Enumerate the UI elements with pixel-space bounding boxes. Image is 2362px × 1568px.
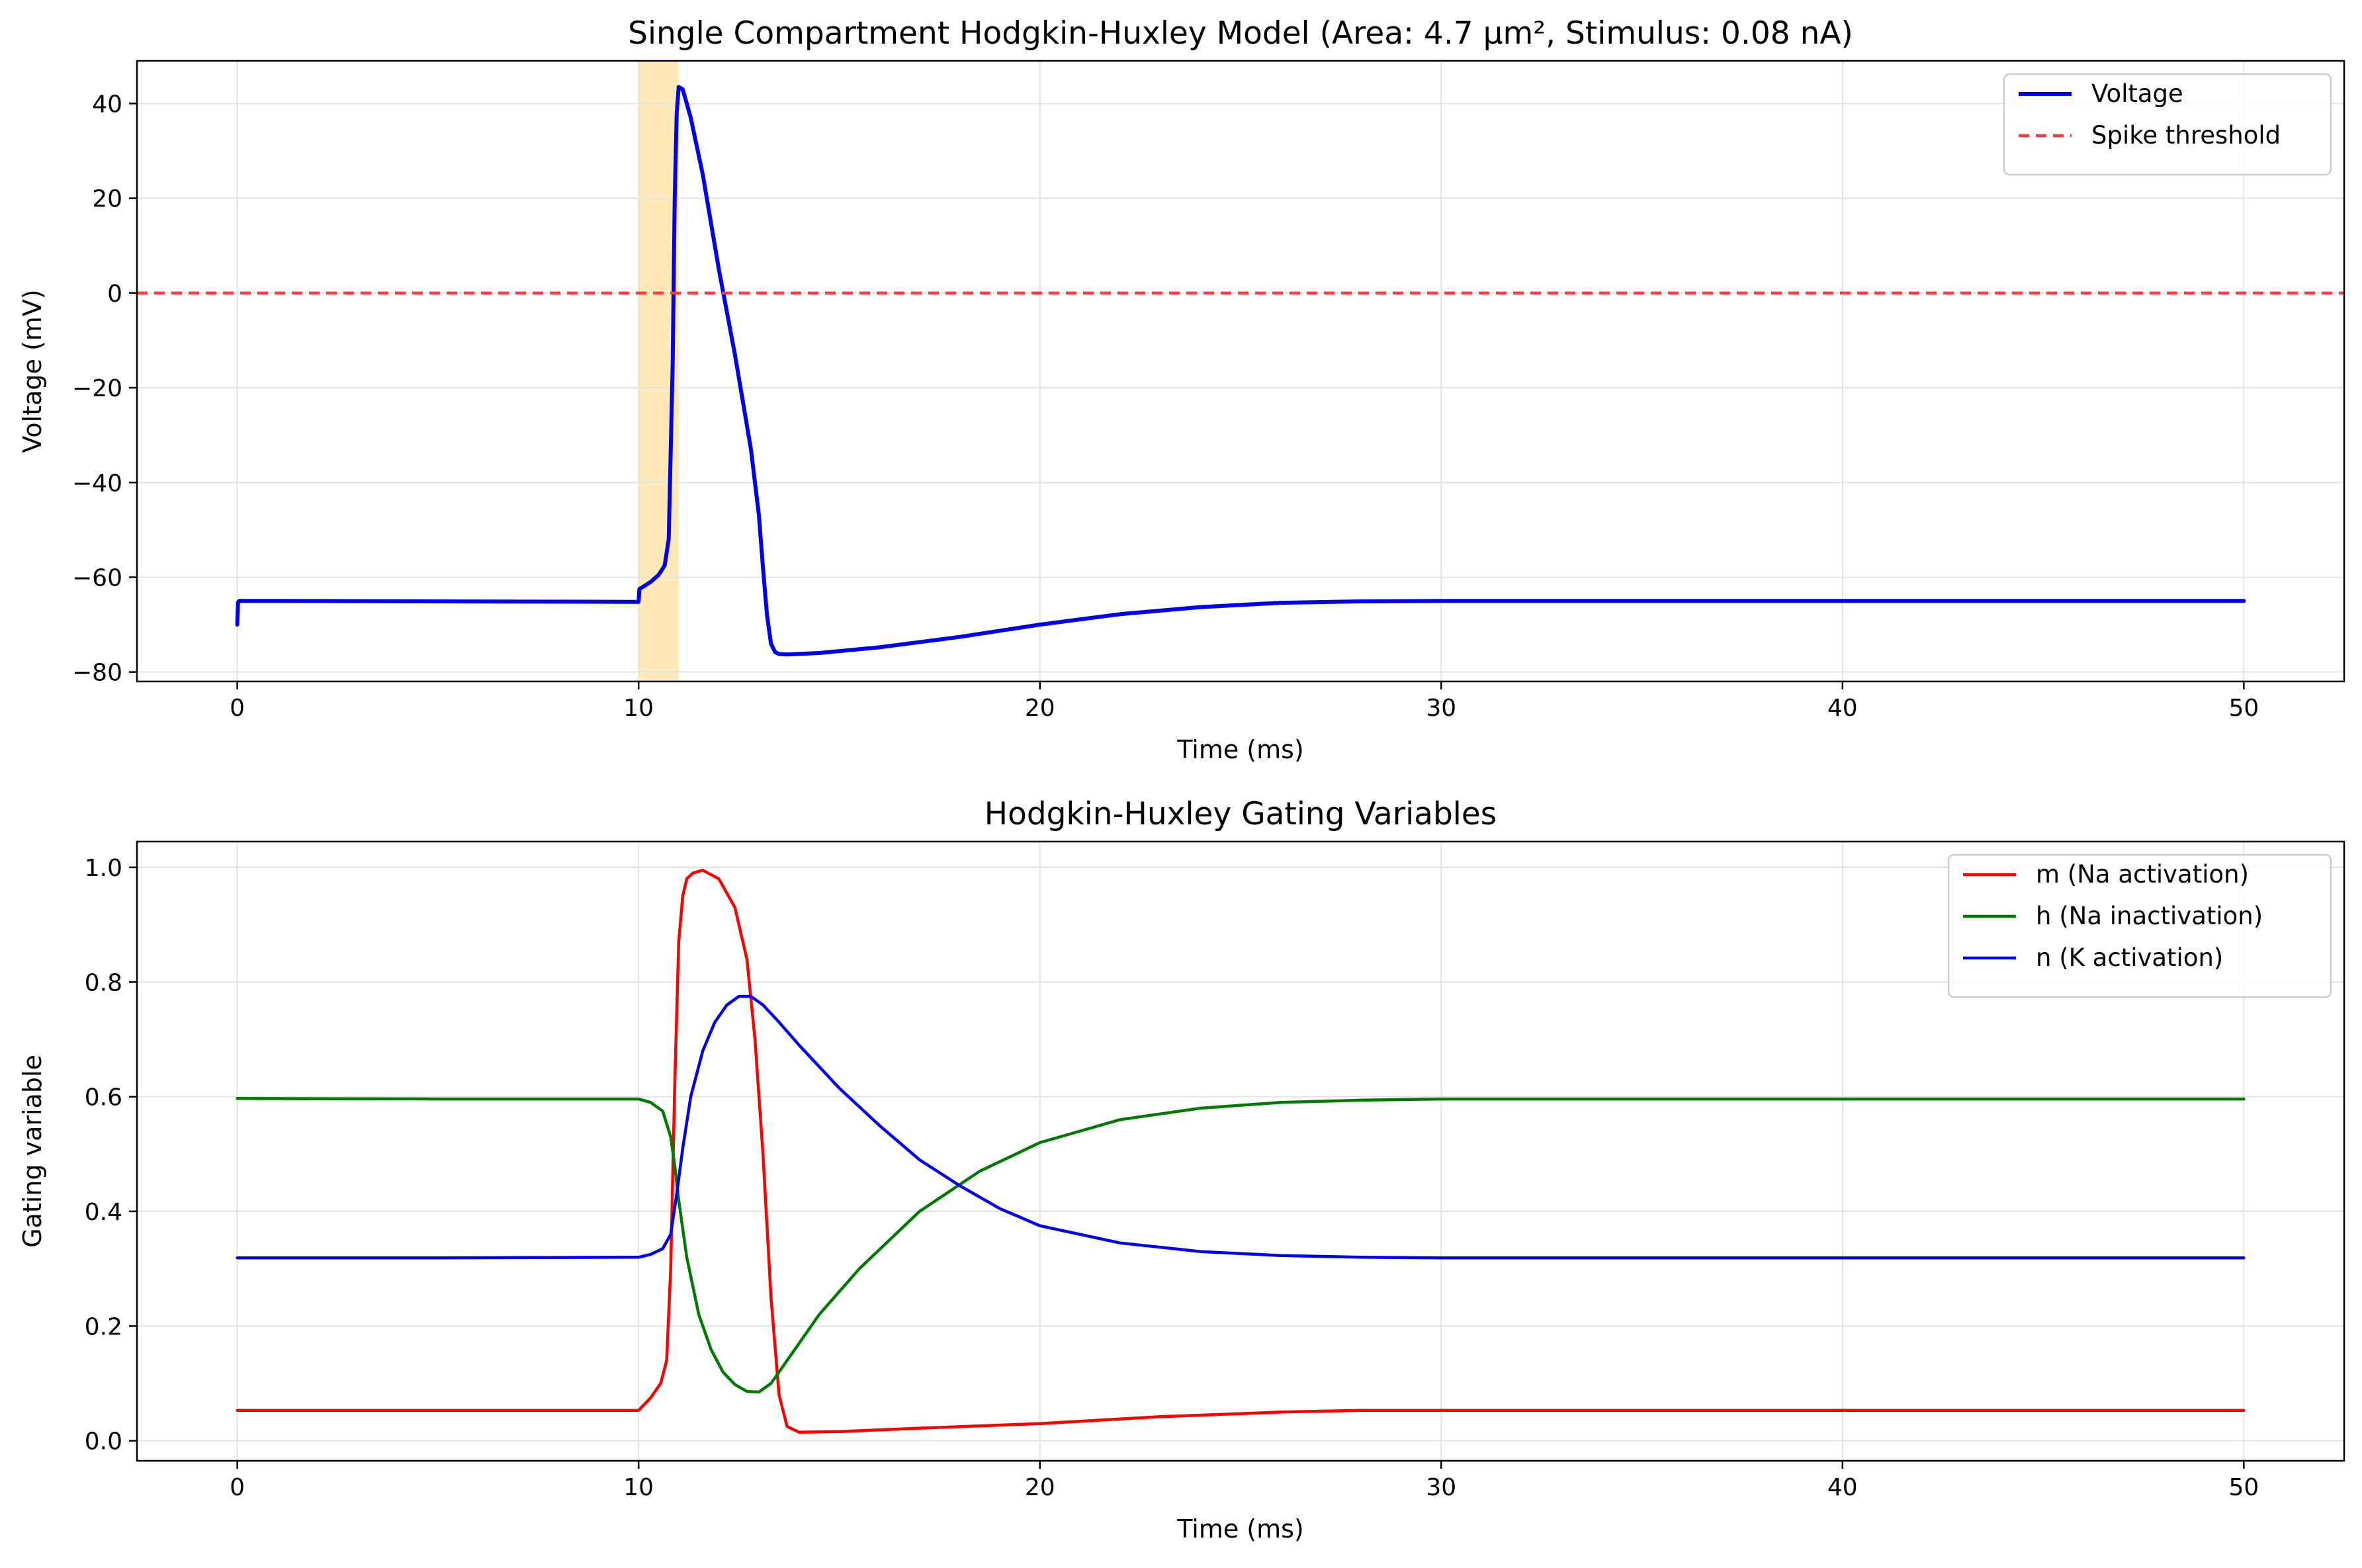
axes-frame — [136, 840, 2345, 1462]
x-tick-label: 20 — [1025, 1474, 1055, 1501]
legend-entry-2: h (Na inactivation) — [2036, 902, 2263, 930]
x-axis-label: Time (ms) — [1176, 735, 1304, 764]
legend: m (Na activation) h (Na inactivation) n (K… — [1947, 853, 2332, 998]
y-tick-label: 40 — [92, 91, 122, 118]
x-tick-label: 10 — [623, 695, 654, 722]
x-tick-label: 0 — [230, 1474, 245, 1501]
series-line-2 — [236, 1097, 2246, 1394]
y-tick-label: 0 — [107, 281, 122, 308]
chart-title: Single Compartment Hodgkin-Huxley Model … — [628, 15, 1853, 52]
series-line-1 — [236, 869, 2246, 1434]
x-tick-label: 50 — [2228, 695, 2259, 722]
x-tick-label: 40 — [1827, 1474, 1858, 1501]
x-axis-label: Time (ms) — [1176, 1514, 1304, 1544]
y-tick-label: 20 — [92, 186, 122, 213]
series-line-3 — [236, 994, 2246, 1260]
x-tick-label: 0 — [230, 695, 245, 722]
legend-entry-3: n (K activation) — [2036, 943, 2223, 972]
y-axis-label: Gating variable — [18, 1055, 47, 1248]
x-tick-label: 50 — [2228, 1474, 2259, 1501]
legend-entry-1: Voltage — [2091, 79, 2183, 108]
legend-box — [1947, 853, 2332, 998]
series-group — [236, 869, 2246, 1434]
legend-entry-2: Spike threshold — [2091, 121, 2281, 150]
y-tick-label: −20 — [72, 375, 122, 402]
y-tick-label: −40 — [72, 470, 122, 497]
axes-frame — [136, 60, 2345, 683]
x-tick-label: 20 — [1025, 695, 1055, 722]
y-tick-label: 1.0 — [85, 855, 122, 882]
legend-entry-1: m (Na activation) — [2036, 860, 2249, 889]
chart-title: Hodgkin-Huxley Gating Variables — [984, 796, 1497, 832]
y-tick-label: −80 — [72, 660, 122, 687]
series-line-1 — [235, 85, 2246, 657]
chart-panel-1: 0 10 20 30 40 50 −80 −60 −40 −20 0 20 40 Single Compa… — [18, 15, 2345, 764]
y-tick-label: 0.2 — [85, 1313, 122, 1340]
y-axis-label: Voltage (mV) — [18, 289, 47, 453]
legend: Voltage Spike threshold — [2003, 73, 2332, 176]
y-tick-label: 0.0 — [85, 1428, 122, 1456]
chart-panel-2: 0 10 20 30 40 50 0.0 0.2 0.4 0.6 0.8 1.0 Hodgkin-Hux… — [18, 796, 2345, 1544]
legend-box — [2003, 73, 2332, 176]
x-tick-label: 10 — [623, 1474, 654, 1501]
y-tick-label: −60 — [72, 564, 122, 591]
x-tick-label: 40 — [1827, 695, 1858, 722]
x-tick-label: 30 — [1426, 695, 1456, 722]
y-tick-label: 0.6 — [85, 1084, 122, 1111]
y-tick-label: 0.4 — [85, 1199, 122, 1226]
y-tick-label: 0.8 — [85, 969, 122, 996]
x-tick-label: 30 — [1426, 1474, 1456, 1501]
series-group — [137, 85, 2344, 657]
